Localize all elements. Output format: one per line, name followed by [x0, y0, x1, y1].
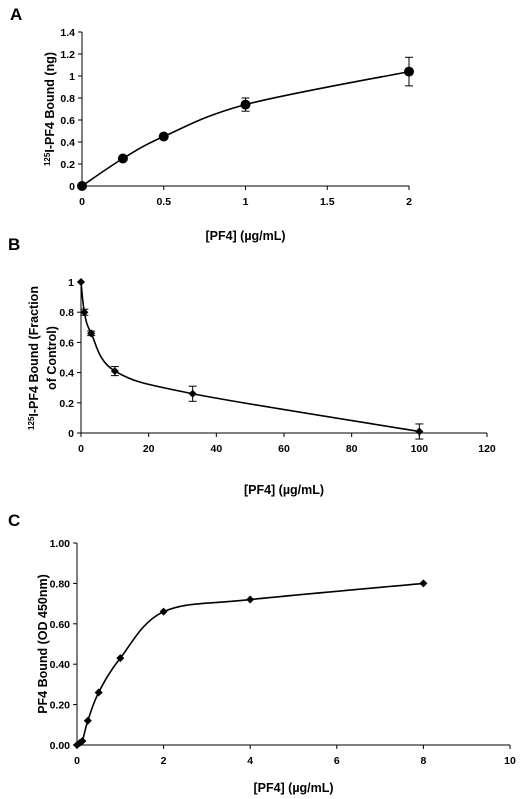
y-tick-label: 1: [68, 277, 74, 289]
series-line: [81, 70, 410, 187]
x-tick-label: 0: [78, 443, 84, 455]
x-axis-label: [PF4] (µg/mL): [244, 483, 324, 497]
data-point: [188, 389, 197, 398]
data-point: [80, 308, 89, 317]
data-point: [404, 66, 414, 77]
data-point: [117, 153, 128, 164]
y-tick-label: 0: [69, 181, 75, 193]
y-axis-label-superscript: 125: [43, 152, 52, 166]
y-tick-label: 1: [69, 71, 75, 83]
y-axis-label-line2: of Control): [45, 326, 59, 390]
y-tick-label: 1.4: [60, 27, 75, 39]
y-axis-label-text: I-PF4 Bound (Fraction: [27, 286, 41, 417]
x-tick-label: 1: [243, 196, 249, 208]
series-line: [76, 582, 424, 746]
panel-a-chart: A 0 0.5 1 1.5 2 0 0.2 0.4 0.6 0.8 1 1.2 1.4 [PF4] (µg/…: [10, 5, 414, 243]
y-tick-label: 0: [68, 428, 74, 440]
data-point: [77, 278, 85, 286]
data-point: [159, 607, 168, 616]
y-tick-label: 0.2: [59, 398, 74, 410]
y-axis-label-superscript: 125: [27, 416, 36, 430]
data-point: [110, 367, 119, 376]
x-tick-label: 40: [210, 443, 222, 455]
y-axis-label-text: I-PF4 Bound (ng): [43, 52, 57, 153]
y-tick-label: 0.40: [50, 659, 71, 671]
y-axis-label: 125I-PF4 Bound (Fraction: [27, 286, 42, 430]
y-tick-label: 0.4: [60, 137, 75, 149]
x-tick-label: 10: [504, 755, 516, 767]
data-point: [158, 131, 169, 142]
panel-a-letter: A: [10, 5, 22, 24]
y-tick-label: 0.6: [59, 337, 74, 349]
data-point: [240, 99, 251, 110]
y-tick-label: 0.2: [60, 159, 75, 171]
series-line: [80, 281, 420, 433]
panel-c-letter: C: [8, 511, 20, 530]
x-tick-label: 0: [79, 196, 85, 208]
x-axis-label: [PF4] (µg/mL): [253, 781, 333, 795]
x-tick-label: 60: [278, 443, 290, 455]
y-axis-label: 125I-PF4 Bound (ng): [43, 52, 58, 166]
data-point: [419, 579, 428, 588]
y-tick-label: 0.6: [60, 115, 75, 127]
y-tick-label: 0.4: [59, 368, 74, 380]
x-tick-label: 2: [406, 196, 412, 208]
y-axis-label: PF4 Bound (OD 450nm): [36, 574, 50, 714]
y-tick-label: 0.60: [50, 619, 71, 631]
y-tick-label: 1.00: [50, 538, 71, 550]
x-tick-label: 6: [334, 755, 340, 767]
x-tick-label: 20: [143, 443, 155, 455]
data-point: [116, 654, 125, 663]
y-tick-label: 0.8: [59, 307, 74, 319]
data-point: [83, 716, 92, 725]
y-axis-label-text: PF4 Bound (OD 450nm): [36, 574, 50, 714]
x-tick-label: 0.5: [156, 196, 171, 208]
y-tick-label: 0.80: [50, 578, 71, 590]
x-tick-label: 100: [411, 443, 429, 455]
data-point: [87, 329, 96, 338]
panel-b-chart: B 0 20 40 60 80 100 120 0 0.2 0.4 0.6 0.8 1 [PF4] (µg/…: [8, 235, 496, 497]
x-tick-label: 4: [247, 755, 253, 767]
data-point: [246, 595, 255, 604]
data-point: [78, 736, 87, 745]
panel-c-chart: C 0 2 4 6 8 10 0.00 0.20 0.40 0.60 0.80 1.00 [PF4] (µ…: [8, 511, 516, 795]
y-tick-label: 0.20: [50, 700, 71, 712]
x-tick-label: 80: [346, 443, 358, 455]
data-point: [415, 427, 424, 436]
x-axis-label: [PF4] (µg/mL): [205, 229, 285, 243]
data-point: [94, 688, 103, 697]
y-tick-label: 0.8: [60, 93, 75, 105]
data-point: [77, 181, 87, 191]
x-tick-label: 1.5: [320, 196, 335, 208]
x-tick-label: 2: [161, 755, 167, 767]
x-tick-label: 8: [420, 755, 426, 767]
y-tick-label: 1.2: [60, 49, 75, 61]
panel-b-letter: B: [8, 235, 20, 254]
x-tick-label: 120: [478, 443, 496, 455]
x-tick-label: 0: [74, 755, 80, 767]
y-tick-label: 0.00: [50, 740, 71, 752]
